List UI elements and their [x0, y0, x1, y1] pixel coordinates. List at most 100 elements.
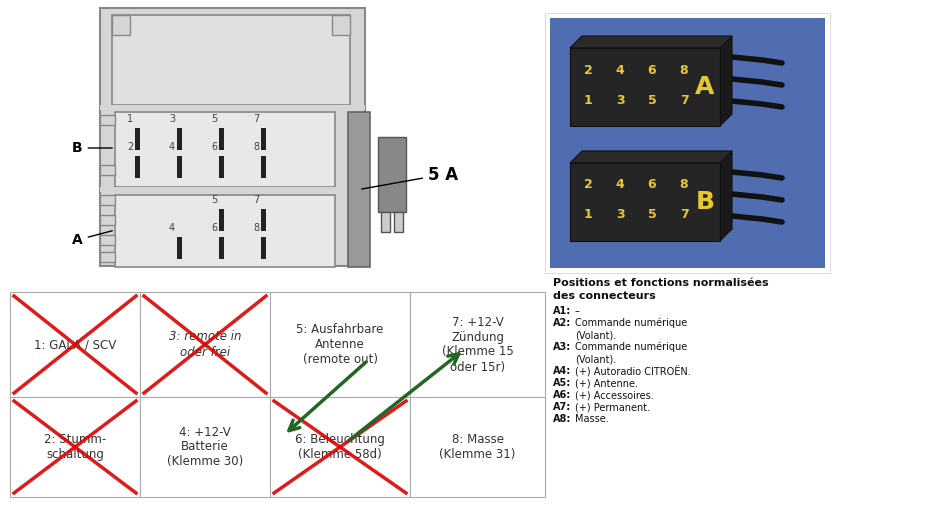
- Text: A6:: A6:: [553, 390, 571, 400]
- Bar: [410, 292, 545, 397]
- Text: 4: +12-V
Batterie
(Klemme 30): 4: +12-V Batterie (Klemme 30): [166, 426, 243, 469]
- Text: 5: 5: [211, 195, 217, 205]
- Text: 4: 4: [169, 223, 175, 233]
- Text: 1: 1: [126, 114, 133, 124]
- Bar: [100, 195, 115, 205]
- Text: 7: 7: [680, 94, 688, 106]
- Bar: [219, 237, 224, 259]
- Bar: [348, 112, 370, 267]
- Polygon shape: [570, 151, 732, 163]
- Bar: [270, 397, 410, 497]
- Bar: [261, 237, 266, 259]
- Bar: [394, 212, 403, 232]
- Text: 8: 8: [680, 64, 688, 76]
- Bar: [261, 209, 266, 231]
- Text: 5: 5: [647, 208, 657, 221]
- Text: A5:: A5:: [553, 378, 571, 388]
- Bar: [219, 128, 224, 150]
- Text: 6: 6: [647, 64, 657, 76]
- Text: 4: 4: [169, 142, 175, 152]
- Text: 4: 4: [616, 178, 624, 191]
- Bar: [100, 252, 115, 262]
- Text: 4: 4: [616, 64, 624, 76]
- Bar: [261, 128, 266, 150]
- Bar: [261, 156, 266, 178]
- Text: 5: 5: [211, 114, 217, 124]
- Bar: [378, 137, 406, 212]
- Text: 8: 8: [253, 142, 259, 152]
- Text: Positions et fonctions normalisées: Positions et fonctions normalisées: [553, 278, 768, 288]
- Bar: [115, 195, 335, 267]
- Bar: [10, 292, 140, 397]
- Text: 2: 2: [584, 178, 592, 191]
- Text: 7: +12-V
Zündung
(Klemme 15
oder 15r): 7: +12-V Zündung (Klemme 15 oder 15r): [442, 316, 513, 373]
- Bar: [135, 128, 140, 150]
- Text: Commande numérique: Commande numérique: [575, 318, 687, 329]
- Bar: [177, 128, 182, 150]
- Bar: [100, 235, 115, 245]
- Bar: [381, 212, 390, 232]
- Text: 8: Masse
(Klemme 31): 8: Masse (Klemme 31): [439, 433, 516, 461]
- Text: 5: 5: [647, 94, 657, 106]
- Text: 5: Ausfahrbare
Antenne
(remote out): 5: Ausfahrbare Antenne (remote out): [297, 323, 384, 366]
- Bar: [177, 156, 182, 178]
- Bar: [10, 397, 140, 497]
- Bar: [112, 15, 130, 35]
- Text: 8: 8: [253, 223, 259, 233]
- Text: A: A: [72, 231, 113, 247]
- Text: (Volant).: (Volant).: [575, 330, 617, 340]
- Text: 3: 3: [616, 94, 624, 106]
- Bar: [332, 15, 350, 35]
- Text: des connecteurs: des connecteurs: [553, 291, 656, 301]
- Polygon shape: [720, 151, 732, 241]
- Text: (Volant).: (Volant).: [575, 354, 617, 364]
- Text: 3: remote in
oder frei: 3: remote in oder frei: [168, 330, 241, 359]
- Text: 2: 2: [584, 64, 592, 76]
- Bar: [550, 18, 825, 268]
- Text: A3:: A3:: [553, 342, 571, 352]
- Bar: [100, 105, 365, 110]
- Bar: [100, 165, 115, 175]
- Text: Commande numérique: Commande numérique: [575, 342, 687, 352]
- Bar: [100, 187, 365, 192]
- Bar: [177, 237, 182, 259]
- Bar: [410, 397, 545, 497]
- Text: 2: 2: [126, 142, 133, 152]
- Bar: [140, 397, 270, 497]
- Bar: [100, 8, 365, 266]
- Bar: [570, 163, 720, 241]
- Text: 7: 7: [253, 114, 259, 124]
- Bar: [219, 156, 224, 178]
- Text: 6: 6: [211, 142, 217, 152]
- Text: 6: Beleuchtung
(Klemme 58d): 6: Beleuchtung (Klemme 58d): [295, 433, 385, 461]
- Text: 1: 1: [584, 208, 592, 221]
- Text: B: B: [696, 190, 714, 214]
- Polygon shape: [720, 36, 732, 126]
- Text: 7: 7: [680, 208, 688, 221]
- Text: 1: 1: [584, 94, 592, 106]
- Polygon shape: [570, 36, 732, 48]
- Bar: [570, 48, 720, 126]
- Text: 3: 3: [616, 208, 624, 221]
- Text: (+) Accessoires.: (+) Accessoires.: [575, 390, 654, 400]
- Text: A4:: A4:: [553, 366, 571, 376]
- Bar: [140, 292, 270, 397]
- Bar: [545, 13, 830, 273]
- Text: A1:: A1:: [553, 306, 571, 316]
- Text: (+) Autoradio CITROËN.: (+) Autoradio CITROËN.: [575, 366, 691, 378]
- Text: (+) Permanent.: (+) Permanent.: [575, 402, 650, 412]
- Bar: [112, 15, 350, 105]
- Bar: [115, 112, 335, 187]
- Text: 1: GALA / SCV: 1: GALA / SCV: [33, 338, 116, 351]
- Text: 6: 6: [647, 178, 657, 191]
- Text: 6: 6: [211, 223, 217, 233]
- Text: A7:: A7:: [553, 402, 571, 412]
- Text: B: B: [72, 141, 113, 155]
- Bar: [270, 292, 410, 397]
- Text: 2: Stumm-
schaltung: 2: Stumm- schaltung: [44, 433, 106, 461]
- Bar: [100, 115, 115, 125]
- Bar: [219, 209, 224, 231]
- Text: (+) Antenne.: (+) Antenne.: [575, 378, 638, 388]
- Bar: [135, 156, 140, 178]
- Text: 8: 8: [680, 178, 688, 191]
